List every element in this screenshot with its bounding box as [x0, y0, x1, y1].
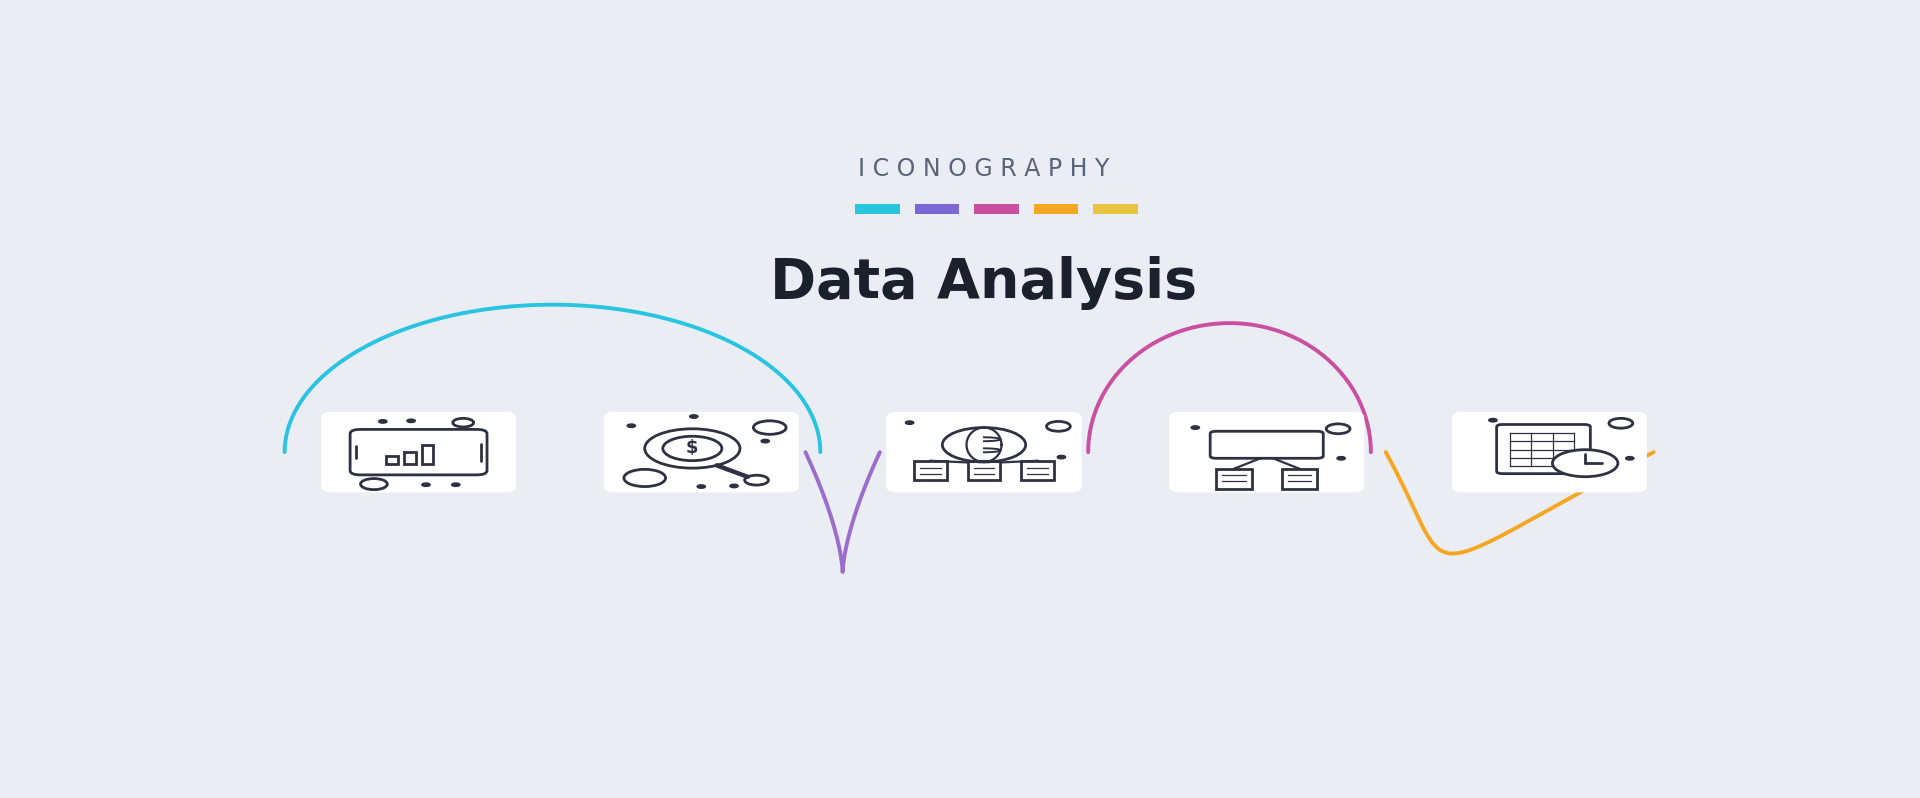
Circle shape	[378, 420, 388, 423]
FancyBboxPatch shape	[1092, 204, 1139, 214]
Circle shape	[1058, 456, 1066, 459]
FancyBboxPatch shape	[321, 412, 516, 492]
FancyBboxPatch shape	[914, 461, 947, 480]
FancyBboxPatch shape	[603, 412, 799, 492]
FancyBboxPatch shape	[973, 204, 1020, 214]
FancyBboxPatch shape	[854, 204, 900, 214]
FancyBboxPatch shape	[968, 461, 1000, 480]
FancyBboxPatch shape	[1283, 469, 1317, 489]
FancyBboxPatch shape	[1169, 412, 1365, 492]
Circle shape	[689, 415, 699, 418]
FancyBboxPatch shape	[1213, 433, 1258, 443]
Circle shape	[906, 421, 914, 425]
Circle shape	[1190, 426, 1200, 429]
FancyBboxPatch shape	[1215, 469, 1252, 489]
FancyBboxPatch shape	[1033, 204, 1079, 214]
FancyBboxPatch shape	[349, 429, 488, 475]
FancyBboxPatch shape	[403, 452, 415, 464]
Circle shape	[422, 483, 430, 487]
FancyBboxPatch shape	[1452, 412, 1647, 492]
FancyBboxPatch shape	[914, 204, 960, 214]
Circle shape	[1488, 418, 1498, 422]
FancyBboxPatch shape	[386, 456, 397, 464]
Circle shape	[1626, 456, 1634, 460]
Circle shape	[697, 485, 705, 488]
Circle shape	[1553, 450, 1619, 476]
Circle shape	[407, 419, 415, 422]
Circle shape	[628, 424, 636, 428]
Text: I C O N O G R A P H Y: I C O N O G R A P H Y	[858, 157, 1110, 181]
Circle shape	[760, 440, 770, 443]
FancyBboxPatch shape	[887, 412, 1081, 492]
FancyBboxPatch shape	[1496, 425, 1590, 474]
FancyBboxPatch shape	[1021, 461, 1054, 480]
Circle shape	[730, 484, 737, 488]
FancyBboxPatch shape	[1210, 431, 1323, 458]
Circle shape	[1336, 456, 1346, 460]
Text: Data Analysis: Data Analysis	[770, 256, 1198, 310]
FancyBboxPatch shape	[422, 445, 434, 464]
Circle shape	[451, 483, 461, 487]
Text: $: $	[685, 440, 699, 457]
